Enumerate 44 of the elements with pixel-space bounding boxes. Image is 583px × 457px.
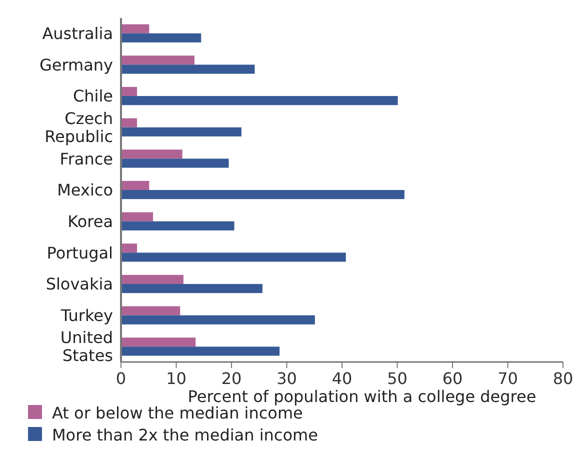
bar bbox=[121, 346, 280, 356]
bar bbox=[121, 150, 182, 159]
y-tick-label: Korea bbox=[68, 212, 113, 231]
bar bbox=[121, 338, 196, 347]
bar bbox=[121, 24, 150, 34]
x-axis-title: Percent of population with a college degree bbox=[188, 387, 536, 406]
x-tick-label: 10 bbox=[166, 369, 186, 388]
bar bbox=[121, 127, 242, 136]
y-tick-label: Germany bbox=[39, 55, 113, 74]
bar bbox=[121, 33, 202, 42]
x-tick-label: 40 bbox=[332, 369, 352, 388]
bar bbox=[121, 306, 180, 316]
bar bbox=[121, 118, 138, 128]
bar bbox=[121, 274, 184, 284]
bar bbox=[121, 190, 404, 200]
bar bbox=[121, 56, 194, 65]
x-tick-label: 0 bbox=[116, 369, 126, 388]
legend-label: More than 2x the median income bbox=[52, 426, 318, 445]
bar bbox=[121, 284, 262, 294]
y-tick-label: Australia bbox=[42, 24, 113, 43]
bar bbox=[121, 158, 229, 168]
bar bbox=[121, 252, 346, 262]
bar bbox=[121, 212, 154, 222]
bar bbox=[121, 315, 315, 324]
y-tick-label: United States bbox=[60, 328, 113, 366]
y-tick-label: Turkey bbox=[60, 306, 113, 325]
y-tick-label: Slovakia bbox=[46, 274, 113, 294]
bar bbox=[121, 96, 398, 106]
bar bbox=[121, 221, 234, 230]
x-tick-label: 20 bbox=[221, 369, 242, 388]
y-tick-label: France bbox=[60, 149, 113, 168]
y-tick-label: Chile bbox=[72, 86, 113, 106]
y-tick-label: Mexico bbox=[57, 180, 113, 200]
bar bbox=[121, 64, 255, 74]
y-tick-label: Czech Republic bbox=[44, 108, 113, 146]
x-tick-label: 50 bbox=[387, 369, 408, 388]
bar bbox=[121, 86, 138, 96]
x-tick-label: 70 bbox=[498, 369, 518, 388]
x-tick-label: 80 bbox=[552, 369, 574, 388]
x-tick-label: 30 bbox=[276, 369, 297, 388]
x-tick-label: 60 bbox=[442, 369, 463, 388]
bar bbox=[121, 180, 150, 190]
bar bbox=[121, 244, 138, 253]
y-tick-label: Portugal bbox=[46, 243, 113, 262]
